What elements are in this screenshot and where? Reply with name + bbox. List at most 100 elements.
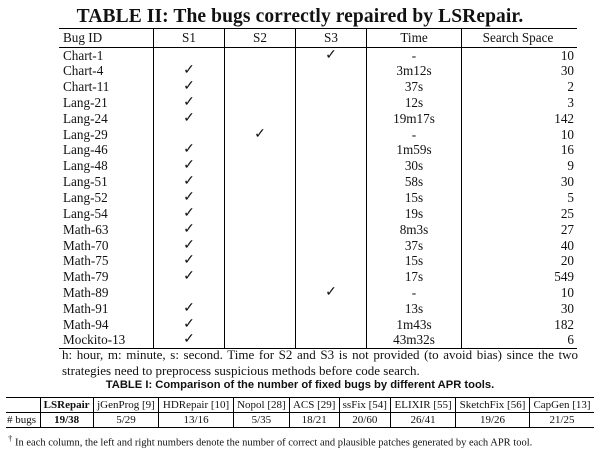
cell-s1: ✓ [153, 95, 225, 111]
cell-search-space: 549 [554, 269, 574, 285]
cell-s1 [153, 47, 225, 64]
row-label: # bugs [7, 413, 37, 426]
cell-s1: ✓ [153, 79, 225, 96]
cell-s2 [224, 110, 296, 127]
cell-fixed-bugs: 5/29 [92, 412, 159, 428]
cell-search-space: 40 [560, 237, 574, 253]
table-row: Lang-52 ✓ 15s 5 [59, 190, 577, 206]
cell-search-space: 20 [560, 253, 574, 269]
cell-time: 1m43s [366, 316, 462, 333]
bugs-table-body: Chart-1 ✓ -10 Chart-4 ✓ 3m12s 30 Chart-11 ✓ 37s 2 L… [59, 47, 577, 349]
cell-fixed-bugs: 20/60 [338, 412, 391, 428]
table1-caption: TABLE I: Comparison of the number of fix… [105, 379, 495, 391]
cell-s1: ✓ [153, 63, 225, 80]
cell-fixed-bugs: 5/35 [232, 412, 290, 428]
cell-s1: ✓ [153, 190, 225, 206]
cell-fixed-bugs: 18/21 [288, 412, 340, 428]
cell-bug-id: Math-94 [59, 316, 154, 333]
cell-time: - [366, 126, 462, 143]
header-tool: ACS [29] [288, 397, 340, 413]
cell-time: 30s [366, 158, 462, 175]
header-search-space: Search Space [461, 28, 577, 48]
table-row: Chart-4 ✓ 3m12s 30 [59, 63, 577, 80]
table1-footnote: † In each column, the left and right num… [8, 433, 598, 449]
cell-s1 [153, 285, 225, 301]
cell-s1: ✓ [153, 237, 225, 254]
cell-search-space: 9 [567, 158, 574, 174]
cell-fixed-bugs: 21/25 [529, 412, 594, 428]
cell-s3 [295, 126, 367, 143]
cell-time: 58s [366, 174, 462, 191]
cell-s3 [295, 110, 367, 127]
table-row: Lang-24 ✓ 19m17s 142 [59, 110, 577, 127]
cell-bug-id: Mockito-13 [59, 332, 154, 349]
header-time: Time [366, 28, 462, 48]
table-row: Math-63 ✓ 8m3s 27 [59, 221, 577, 238]
cell-s3: ✓ [295, 47, 367, 64]
cell-s2 [224, 205, 296, 222]
cell-s3 [295, 158, 367, 175]
header-s1: S1 [153, 28, 225, 48]
cell-bug-id: Chart-4 [59, 63, 154, 80]
cell-s1 [153, 126, 225, 143]
cell-bug-id: Lang-29 [59, 126, 154, 143]
cell-s2 [224, 95, 296, 111]
table-row: Lang-29 ✓ - 10 [59, 126, 577, 143]
cell-s2 [224, 190, 296, 206]
cell-time: 15s [366, 253, 462, 270]
footnote-mark: † [8, 433, 13, 443]
cell-s1: ✓ [153, 158, 225, 175]
table2-note: h: hour, m: minute, s: second. Time for … [62, 347, 578, 378]
cell-bug-id: Math-70 [59, 237, 154, 254]
table-row: Mockito-13 ✓ 43m32s 6 [59, 332, 577, 349]
cell-fixed-bugs: 19/38 [39, 412, 94, 428]
cell-fixed-bugs: 26/41 [390, 412, 456, 428]
apr-comparison-table: LSRepair jGenProg [9] HDRepair [10] Nopol [… [6, 397, 594, 428]
cell-time: 1m59s [366, 142, 462, 159]
table2-caption: TABLE II: The bugs correctly repaired by… [76, 6, 524, 27]
footnote-text: In each column, the left and right numbe… [15, 437, 533, 449]
header-tool: SketchFix [56] [455, 397, 530, 413]
cell-s2 [224, 142, 296, 159]
table-row: Lang-51 ✓ 58s 30 [59, 174, 577, 191]
cell-s3 [295, 142, 367, 159]
cell-search-space: 16 [560, 142, 574, 158]
bugs-repaired-table: Bug ID S1 S2 S3 Time Search Space Chart-… [59, 28, 577, 350]
cell-time: 12s [366, 95, 462, 111]
cell-s1: ✓ [153, 110, 225, 127]
cell-bug-id: Math-75 [59, 253, 154, 270]
cell-s1: ✓ [153, 221, 225, 238]
cell-time: 3m12s [366, 63, 462, 80]
cell-bug-id: Math-79 [59, 269, 154, 286]
cell-time: 13s [366, 301, 462, 317]
cell-s3 [295, 95, 367, 111]
cell-search-space: 30 [560, 174, 574, 190]
table-row: Math-91 ✓ 13s 30 [59, 301, 577, 317]
cell-bug-id: Chart-11 [59, 79, 154, 96]
cell-s2 [224, 237, 296, 254]
cell-time: - [366, 47, 462, 64]
cell-time: 43m32s [366, 332, 462, 349]
cell-s1: ✓ [153, 316, 225, 333]
cell-bug-id: Math-91 [59, 301, 154, 317]
cell-bug-id: Lang-46 [59, 142, 154, 159]
cell-s2: ✓ [224, 126, 296, 143]
cell-s2 [224, 332, 296, 349]
cell-search-space: 10 [560, 126, 574, 142]
header-tool: ssFix [54] [338, 397, 391, 413]
cell-s2 [224, 253, 296, 270]
cell-bug-id: Math-63 [59, 221, 154, 238]
cell-s3 [295, 269, 367, 286]
cell-s2 [224, 174, 296, 191]
cell-time: 17s [366, 269, 462, 286]
cell-time: - [366, 285, 462, 301]
cell-s3: ✓ [295, 285, 367, 301]
cell-bug-id: Chart-1 [59, 47, 154, 64]
cell-time: 37s [366, 79, 462, 96]
table-row: Lang-46 ✓ 1m59s 16 [59, 142, 577, 159]
cell-s3 [295, 174, 367, 191]
cell-bug-id: Lang-54 [59, 205, 154, 222]
header-bug-id: Bug ID [59, 28, 154, 48]
table-row: Math-79 ✓ 17s 549 [59, 269, 577, 286]
cell-fixed-bugs: 19/26 [455, 412, 530, 428]
